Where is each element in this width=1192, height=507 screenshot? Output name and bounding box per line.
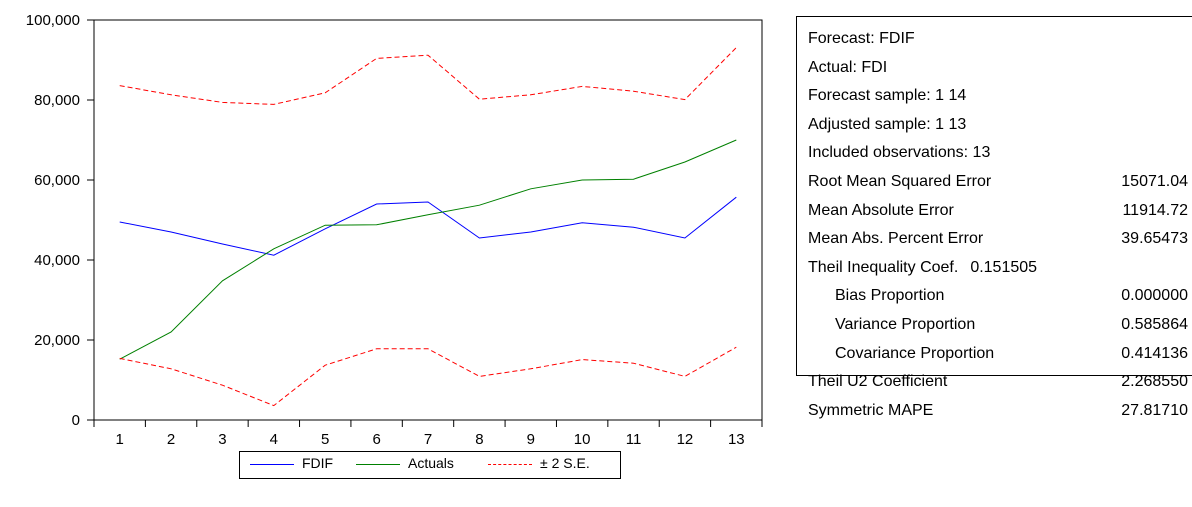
x-tick-label: 13 <box>728 431 745 448</box>
stat-label: Forecast sample: 1 14 <box>808 87 967 105</box>
series-line-fdif <box>119 196 737 256</box>
stat-label: Actual: FDI <box>808 58 888 76</box>
stat-row-forecast: Forecast: FDIF <box>797 25 1192 54</box>
chart-legend: FDIF Actuals ± 2 S.E. <box>239 451 621 479</box>
stat-label: Mean Absolute Error <box>808 201 954 219</box>
y-tick-label: 80,000 <box>34 92 80 109</box>
stat-value: 0.000000 <box>1121 287 1188 305</box>
stat-label: Root Mean Squared Error <box>808 172 992 190</box>
y-tick-label: 0 <box>72 412 80 429</box>
legend-item-fdif: FDIF <box>250 452 360 478</box>
legend-swatch-fdif <box>250 464 294 465</box>
stat-value: 27.81710 <box>1121 401 1188 419</box>
forecast-statistics-panel: Forecast: FDIF Actual: FDI Forecast samp… <box>796 16 1192 419</box>
stat-row-forecast-sample: Forecast sample: 1 14 <box>797 82 1192 111</box>
x-tick-label: 11 <box>626 431 642 448</box>
stat-label: Included observations: 13 <box>808 144 991 162</box>
legend-swatch-se-band <box>488 464 532 465</box>
x-tick-label: 7 <box>424 431 432 448</box>
y-tick-label: 60,000 <box>34 172 80 189</box>
legend-label: FDIF <box>302 455 334 471</box>
x-tick-label: 5 <box>321 431 329 448</box>
stat-label: Adjusted sample: 1 13 <box>808 115 967 133</box>
stat-value: 0.585864 <box>1121 315 1188 333</box>
stat-label: Bias Proportion <box>835 287 945 305</box>
stat-label: Mean Abs. Percent Error <box>808 230 984 248</box>
stat-label: Forecast: FDIF <box>808 30 915 47</box>
stat-row-mape: Mean Abs. Percent Error 39.65473 <box>797 225 1192 254</box>
stat-row-bias-proportion: Bias Proportion 0.000000 <box>797 282 1192 311</box>
stat-value: 15071.04 <box>1121 172 1188 190</box>
stat-row-rmse: Root Mean Squared Error 15071.04 <box>797 168 1192 197</box>
stat-value: 0.151505 <box>970 258 1038 276</box>
y-tick-label: 20,000 <box>34 332 80 349</box>
legend-item-se-band: ± 2 S.E. <box>488 452 618 478</box>
x-tick-label: 4 <box>270 431 278 448</box>
stat-label-text: Theil Inequality Coef. <box>808 258 959 276</box>
stat-row-theil-u2: Theil U2 Coefficient 2.268550 <box>797 368 1192 397</box>
legend-label: Actuals <box>408 455 454 471</box>
x-tick-label: 12 <box>677 431 694 448</box>
stat-row-variance-proportion: Variance Proportion 0.585864 <box>797 311 1192 340</box>
stat-value: 0.414136 <box>1121 344 1188 362</box>
stat-row-symmetric-mape: Symmetric MAPE 27.81710 <box>797 397 1192 426</box>
stat-row-theil-inequality: Theil Inequality Coef. 0.151505 <box>797 254 1192 283</box>
x-tick-label: 2 <box>167 431 175 448</box>
series-line-actuals <box>119 139 737 360</box>
y-tick-label: 100,000 <box>26 12 80 29</box>
series-line-se-lower <box>119 346 737 407</box>
stat-value: 2.268550 <box>1121 373 1188 391</box>
stat-label: Theil U2 Coefficient <box>808 373 948 391</box>
stat-value: 11914.72 <box>1122 201 1188 219</box>
x-tick-label: 3 <box>218 431 226 448</box>
x-tick-label: 10 <box>574 431 591 448</box>
series-line-se-upper <box>119 47 737 105</box>
x-tick-label: 8 <box>475 431 483 448</box>
legend-swatch-actuals <box>356 464 400 465</box>
stat-label: Symmetric MAPE <box>808 401 934 419</box>
x-tick-label: 9 <box>527 431 535 448</box>
stat-row-covariance-proportion: Covariance Proportion 0.414136 <box>797 340 1192 369</box>
stat-label: Variance Proportion <box>835 315 976 333</box>
stat-row-mae: Mean Absolute Error 11914.72 <box>797 197 1192 226</box>
stat-row-included-observations: Included observations: 13 <box>797 139 1192 168</box>
stat-value: 39.65473 <box>1121 230 1188 248</box>
x-tick-label: 6 <box>372 431 380 448</box>
legend-item-actuals: Actuals <box>356 452 486 478</box>
x-tick-label: 1 <box>116 431 124 448</box>
y-tick-label: 40,000 <box>34 252 80 269</box>
stat-row-actual: Actual: FDI <box>797 54 1192 83</box>
stat-label: Theil Inequality Coef. 0.151505 <box>808 254 1037 283</box>
plot-frame <box>93 19 763 421</box>
stat-row-adjusted-sample: Adjusted sample: 1 13 <box>797 111 1192 140</box>
legend-label: ± 2 S.E. <box>540 455 590 471</box>
stat-label: Covariance Proportion <box>835 344 995 362</box>
